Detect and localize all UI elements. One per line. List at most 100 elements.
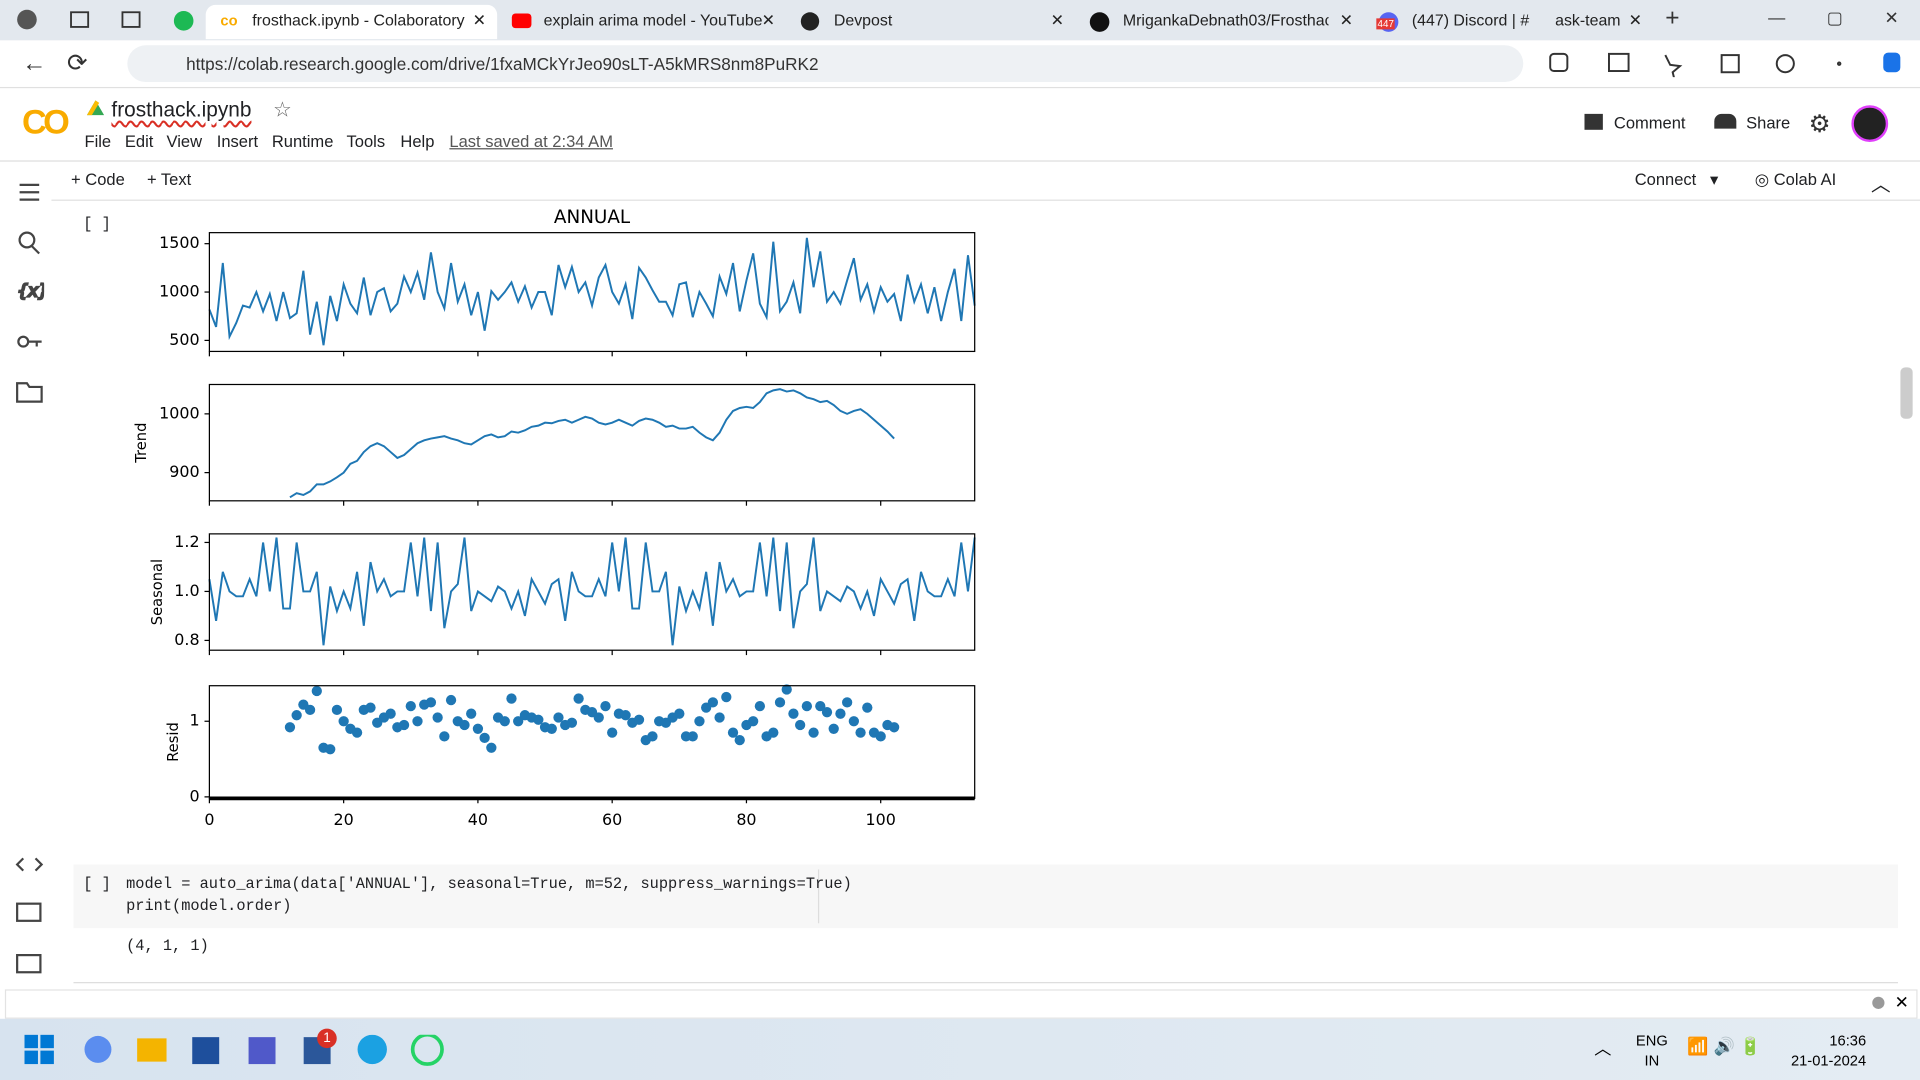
- point: [573, 693, 584, 704]
- tray-arrow[interactable]: ︿: [1594, 1038, 1612, 1058]
- tab-title: Devpost: [833, 11, 893, 30]
- point: [808, 727, 819, 738]
- tab[interactable]: co frosthack.ipynb - Colaboratory ✕: [205, 4, 498, 40]
- plot-frame: [208, 685, 976, 799]
- point: [647, 731, 658, 742]
- point: [748, 716, 759, 727]
- comment-button[interactable]: Comment: [1584, 113, 1686, 132]
- collapse[interactable]: ︿: [1871, 175, 1891, 196]
- point: [331, 704, 343, 716]
- scrollbar[interactable]: [1900, 367, 1913, 419]
- menu-item[interactable]: File: [84, 132, 112, 151]
- colab-ai-label: Colab AI: [1773, 170, 1837, 189]
- point: [311, 685, 322, 697]
- share-button[interactable]: Share: [1714, 113, 1790, 132]
- point: [291, 710, 302, 721]
- point: [835, 708, 846, 719]
- plot-frame: [208, 383, 976, 502]
- point: [754, 700, 766, 712]
- tab-bar: co frosthack.ipynb - Colaboratory ✕ expl…: [0, 0, 1920, 41]
- tray-icons[interactable]: 📶 🔊 🔋: [1687, 1035, 1761, 1056]
- chart: ANNUAL50010001500Trend9001000Seasonal0.8…: [133, 207, 976, 829]
- divider: [0, 160, 1920, 162]
- y-tick-label: 500: [169, 330, 199, 349]
- lang: ENG: [1635, 1032, 1668, 1050]
- plot-frame: [208, 533, 976, 651]
- point: [687, 731, 698, 742]
- point: [600, 700, 611, 712]
- avatar[interactable]: [1851, 105, 1889, 143]
- point: [365, 702, 376, 713]
- point: [284, 722, 296, 733]
- y-tick-label: 0.8: [174, 630, 199, 649]
- menu-item[interactable]: Runtime: [271, 132, 334, 151]
- menu-item[interactable]: Help: [400, 132, 435, 151]
- tab[interactable]: 447 (447) Discord | #: [1376, 5, 1547, 39]
- point: [385, 708, 396, 719]
- new-tab[interactable]: +: [1665, 4, 1680, 32]
- cell-bracket[interactable]: [ ]: [83, 875, 111, 893]
- tab[interactable]: Devpost ✕: [798, 5, 1080, 39]
- clock[interactable]: 16:36 21-01-2024: [1788, 1031, 1866, 1070]
- point: [351, 727, 363, 738]
- point: [828, 723, 839, 734]
- x-tick-label: 20: [334, 810, 354, 829]
- add-code[interactable]: + Code: [71, 170, 125, 189]
- menu-item[interactable]: Edit: [124, 132, 154, 151]
- menu-item[interactable]: Insert: [216, 132, 259, 151]
- window-controls[interactable]: — ▢ ✕: [1768, 7, 1899, 27]
- point: [795, 719, 806, 731]
- line: [208, 237, 976, 346]
- colab-ai[interactable]: ◎ Colab AI: [1754, 170, 1837, 189]
- point: [425, 697, 437, 708]
- y-tick-label: 1000: [159, 282, 199, 301]
- point: [304, 704, 316, 716]
- tab[interactable]: MrigankaDebnath03/Frosthack ✕: [1087, 5, 1369, 39]
- notebook-name[interactable]: frosthack.ipynb: [111, 97, 252, 122]
- date: 21-01-2024: [1790, 1051, 1867, 1069]
- cell-output: (4, 1, 1): [126, 937, 209, 956]
- add-text[interactable]: + Text: [146, 170, 192, 189]
- taskbar-apps: [24, 1034, 444, 1066]
- status-bar: ✕: [4, 989, 1918, 1019]
- y-tick-label: 1000: [159, 403, 199, 422]
- x-tick-label: 80: [736, 810, 756, 829]
- point: [338, 716, 349, 727]
- chart-title: ANNUAL: [554, 207, 631, 228]
- settings[interactable]: ⚙: [1808, 111, 1831, 139]
- point: [432, 712, 443, 723]
- language[interactable]: ENG IN: [1636, 1031, 1668, 1070]
- y-tick-label: 1.2: [174, 532, 199, 551]
- y-tick-label: 1: [189, 711, 199, 730]
- last-saved[interactable]: Last saved at 2:34 AM: [449, 132, 613, 151]
- point: [593, 712, 604, 723]
- line: [208, 537, 976, 646]
- x-tick-label: 100: [866, 810, 896, 829]
- tab[interactable]: ask-team ✕: [1550, 5, 1653, 39]
- cell-bracket[interactable]: [ ]: [83, 215, 111, 233]
- y-axis-label: Seasonal: [149, 559, 166, 625]
- time: 16:36: [1829, 1032, 1867, 1050]
- colab-logo[interactable]: CO: [22, 102, 70, 141]
- svg-text:{x}: {x}: [17, 281, 44, 301]
- point: [788, 708, 799, 719]
- menu-item[interactable]: Tools: [346, 132, 386, 151]
- point: [855, 727, 866, 738]
- code-line[interactable]: model = auto_arima(data['ANNUAL'], seaso…: [126, 875, 852, 893]
- point: [721, 691, 732, 703]
- plot-frame: [208, 232, 976, 353]
- code-cell: [73, 864, 1898, 929]
- spotify-icon[interactable]: [173, 10, 195, 32]
- menu-item[interactable]: View: [166, 132, 203, 151]
- point: [506, 693, 517, 704]
- point: [694, 716, 705, 727]
- point: [821, 707, 833, 718]
- code-line[interactable]: print(model.order): [126, 897, 292, 915]
- divider: [73, 982, 1898, 984]
- sidebar: {x}: [15, 183, 44, 974]
- star[interactable]: ☆: [273, 97, 292, 122]
- connect[interactable]: Connect ▾: [1634, 170, 1719, 189]
- nav-buttons[interactable]: ← ⟳: [22, 50, 88, 78]
- tab[interactable]: explain arima model - YouTube ✕: [507, 5, 789, 39]
- url-field[interactable]: https://colab.research.google.com/drive/…: [127, 45, 1524, 83]
